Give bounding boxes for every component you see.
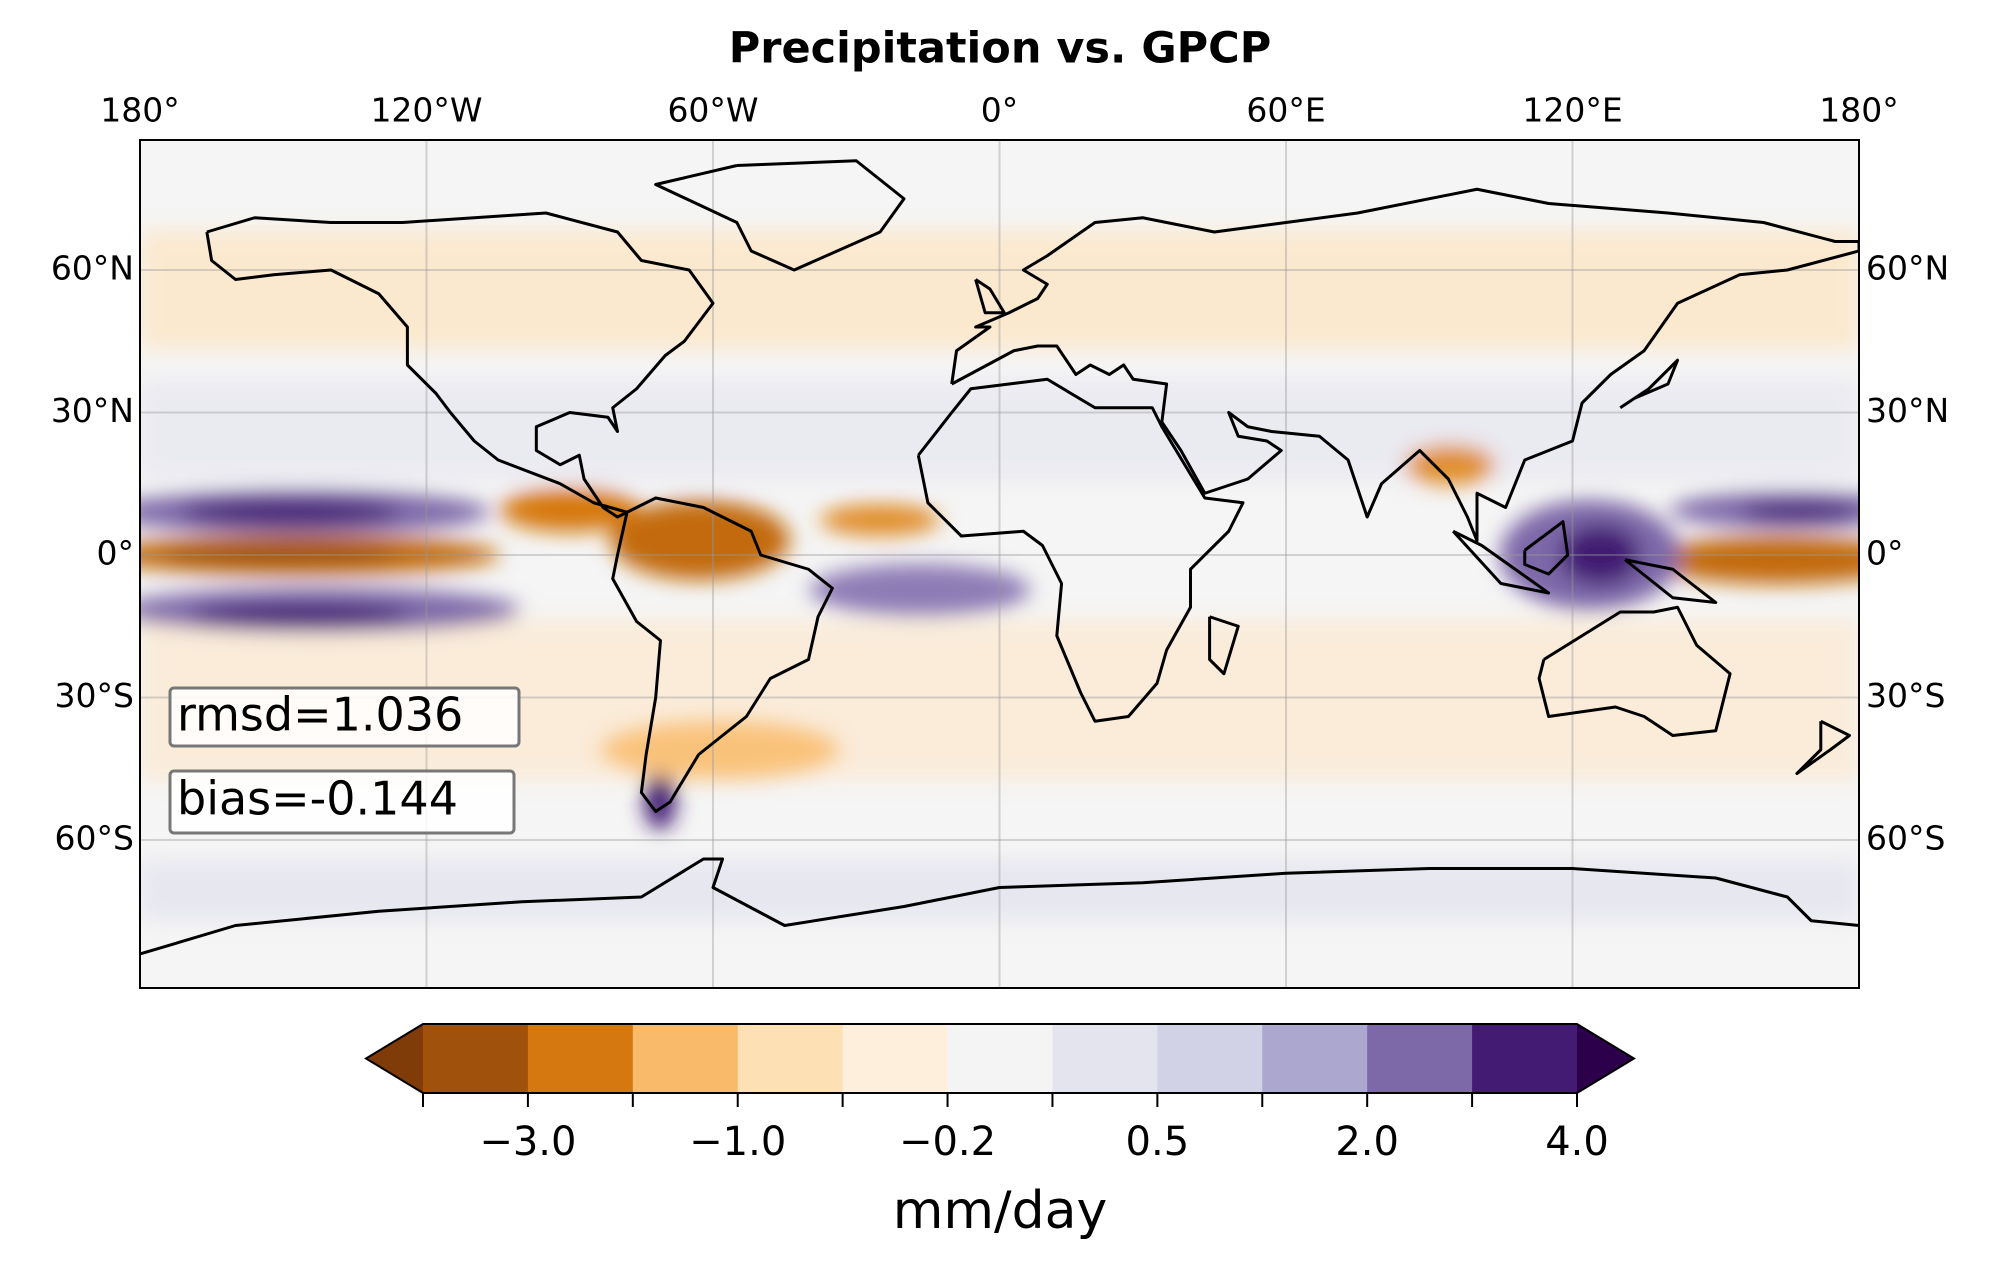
colorbar-bin — [842, 1024, 949, 1093]
lat-tick-label: 0° — [97, 534, 135, 573]
lat-tick-label: 60°N — [51, 249, 134, 288]
colorbar-bin — [1472, 1024, 1578, 1093]
colorbar-bin — [632, 1024, 739, 1093]
coastline — [205, 211, 715, 519]
coastline — [1452, 529, 1551, 595]
annotation: bias=-0.144 — [177, 772, 458, 826]
annotation: rmsd=1.036 — [177, 688, 463, 742]
colorbar-extend-high — [1577, 1024, 1634, 1093]
colorbar: −3.0 −1.0 −0.2 0.5 2.0 4.0 — [364, 1023, 1636, 1165]
colorbar-bin — [423, 1024, 529, 1093]
coastline — [654, 159, 906, 272]
annotation-box — [168, 686, 521, 748]
colorbar-bin — [1262, 1024, 1368, 1093]
colorbar-tick-label: 2.0 — [1335, 1119, 1399, 1165]
coastline — [140, 857, 1859, 956]
lon-tick-label: 120°W — [370, 91, 482, 130]
lat-tick-label: 30°N — [51, 391, 134, 430]
coastline — [1523, 520, 1570, 576]
lat-tick-label: 30°S — [1866, 676, 1945, 715]
colorbar-bin — [1367, 1024, 1473, 1093]
colorbar-tick-label: 4.0 — [1545, 1119, 1609, 1165]
coastline — [611, 496, 834, 813]
lon-tick-label: 180° — [1819, 91, 1899, 130]
lon-tick-label: 180° — [100, 91, 180, 130]
coastline — [950, 187, 1859, 543]
lat-tick-label: 30°S — [55, 676, 134, 715]
lon-tick-label: 120°E — [1522, 91, 1622, 130]
annotation-box — [168, 769, 516, 835]
field-patches — [140, 230, 1859, 920]
lon-tick-label: 0° — [981, 91, 1019, 130]
chart-title: Precipitation vs. GPCP — [729, 24, 1271, 74]
coastline — [1208, 615, 1240, 676]
lat-tick-label: 30°N — [1866, 391, 1949, 430]
coastline — [974, 278, 1006, 315]
colorbar-tick-label: −0.2 — [899, 1119, 996, 1165]
lat-tick-label: 0° — [1866, 534, 1904, 573]
map-frame — [139, 139, 1860, 989]
colorbar-label: mm/day — [893, 1181, 1107, 1241]
colorbar-bin — [1052, 1024, 1158, 1093]
lat-tick-label: 60°S — [55, 819, 134, 858]
colorbar-tick-label: 0.5 — [1126, 1119, 1190, 1165]
colorbar-bin — [527, 1024, 634, 1093]
coastlines — [140, 159, 1859, 956]
colorbar-bin — [1157, 1024, 1263, 1093]
lon-tick-label: 60°E — [1246, 91, 1325, 130]
lon-tick-label: 60°W — [667, 91, 758, 130]
axis-labels: 180° 120°W 60°W 0° 60°E 120°E 180° 60°N 60°N 30°N… — [51, 91, 1949, 858]
coastline — [1624, 558, 1718, 604]
coastline — [1795, 719, 1851, 775]
colorbar-tick-label: −1.0 — [689, 1119, 786, 1165]
colorbar-extend-low — [366, 1024, 423, 1093]
coastline — [916, 377, 1245, 723]
coastline — [1619, 358, 1680, 410]
colorbar-bin — [947, 1024, 1053, 1093]
map-field — [140, 140, 1859, 988]
lat-tick-label: 60°N — [1866, 249, 1949, 288]
colorbar-tick-label: −3.0 — [479, 1119, 576, 1165]
gridlines — [140, 140, 1859, 988]
colorbar-bin — [737, 1024, 844, 1093]
lat-tick-label: 60°S — [1866, 819, 1945, 858]
coastline — [1537, 605, 1732, 737]
